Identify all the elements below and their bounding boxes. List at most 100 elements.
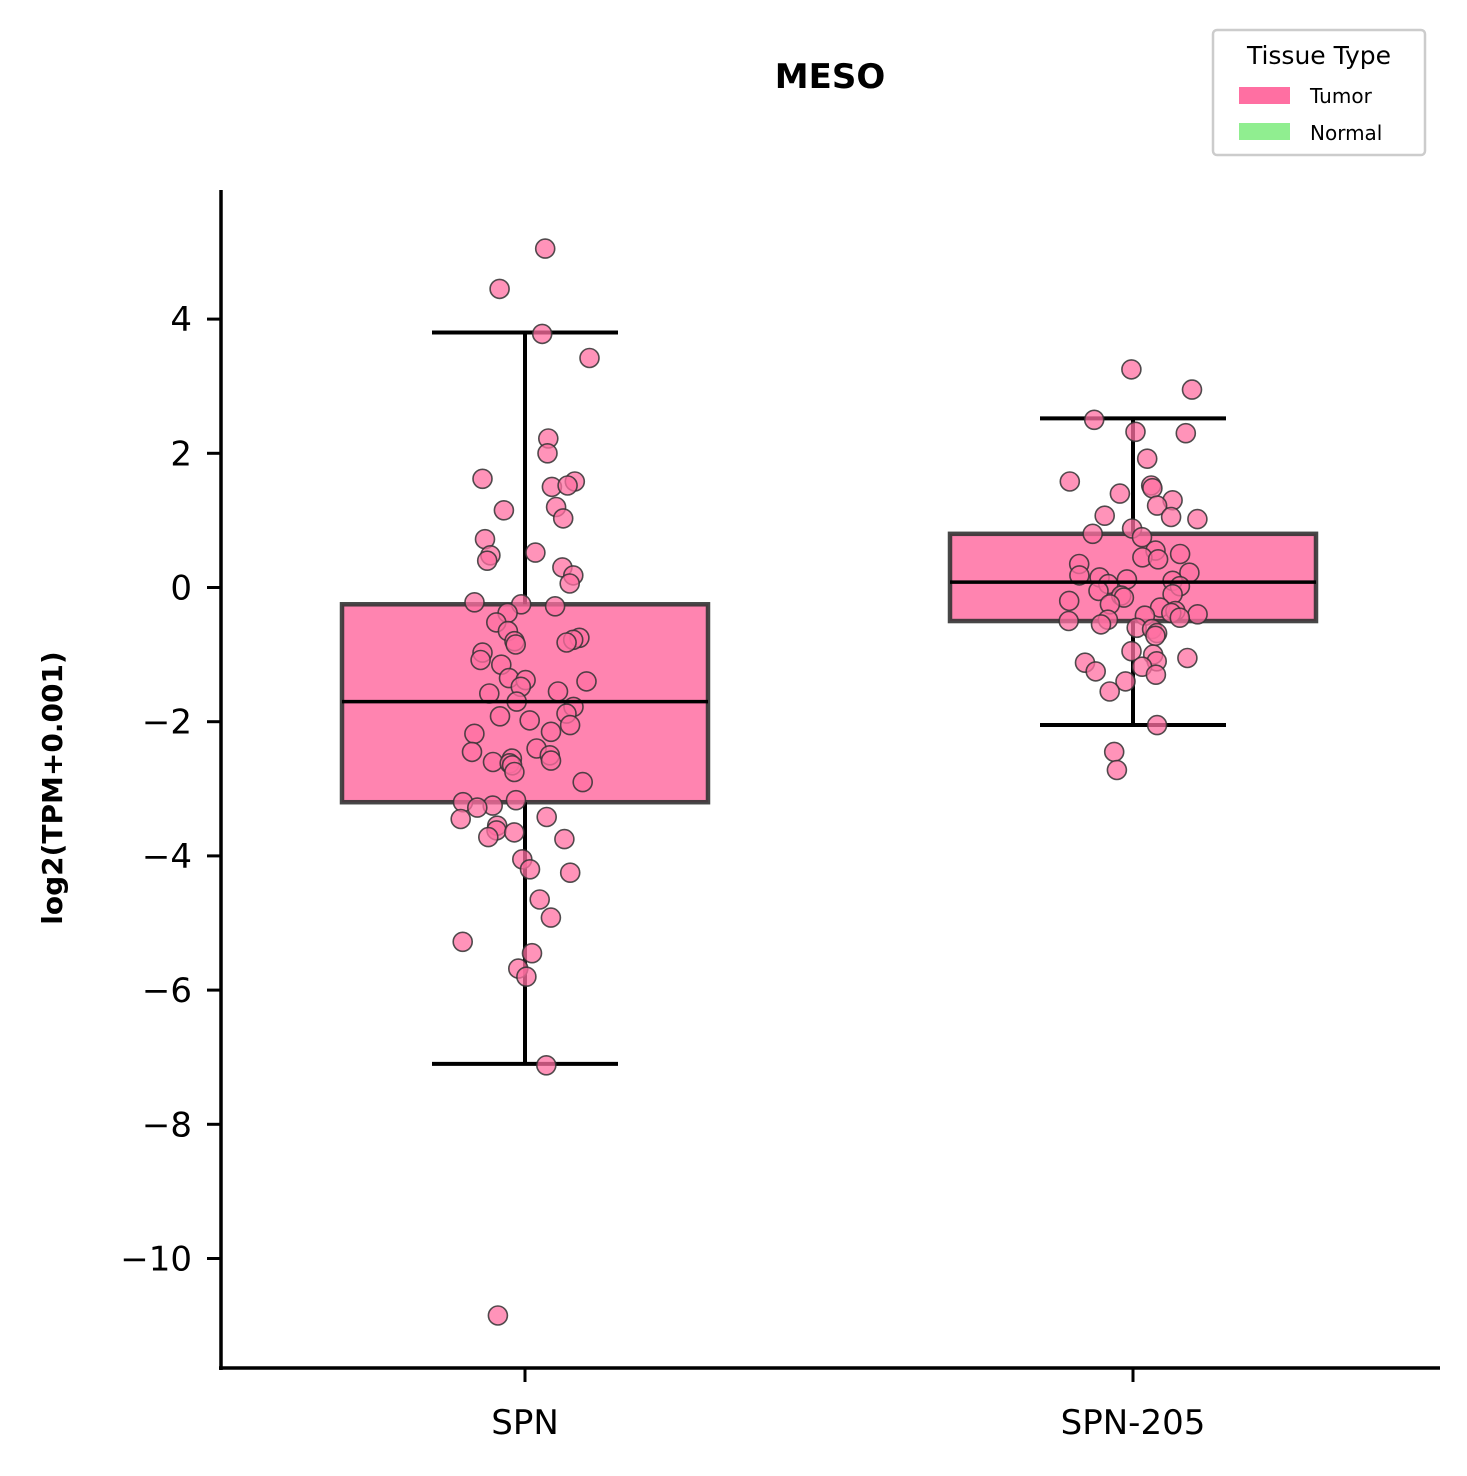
- data-point: [1069, 565, 1090, 586]
- legend-title: Tissue Type: [1246, 41, 1391, 70]
- data-point: [1169, 607, 1191, 629]
- y-tick-label: −8: [142, 1105, 192, 1145]
- points-spn-205: [1058, 359, 1208, 781]
- y-axis-label: log2(TPM+0.001): [36, 651, 69, 924]
- data-point: [525, 542, 546, 563]
- x-axis-ticks: SPN SPN-205: [491, 1368, 1205, 1443]
- data-point: [503, 822, 525, 843]
- data-point: [1145, 625, 1166, 647]
- data-point: [559, 573, 581, 594]
- data-point: [1085, 661, 1106, 682]
- data-point: [559, 862, 581, 884]
- data-point: [1187, 508, 1208, 530]
- y-axis-ticks: 4 2 0 −2 −4 −6 −8 −10: [120, 300, 221, 1280]
- chart-title: MESO: [775, 57, 885, 97]
- data-point: [1121, 359, 1142, 380]
- data-point: [505, 634, 527, 655]
- data-point: [1131, 526, 1153, 548]
- data-point: [576, 671, 597, 692]
- data-point: [464, 723, 485, 745]
- y-tick-label: −6: [142, 971, 192, 1011]
- data-point: [1187, 603, 1208, 625]
- data-point: [529, 889, 551, 910]
- data-point: [519, 858, 541, 880]
- data-point: [493, 499, 515, 521]
- y-tick-label: −4: [142, 837, 192, 877]
- data-point: [1083, 409, 1105, 431]
- data-point: [540, 721, 562, 743]
- data-point: [1099, 681, 1120, 702]
- legend-swatch-tumor: [1239, 87, 1290, 104]
- data-point: [554, 828, 575, 850]
- data-point: [1145, 664, 1167, 686]
- data-point: [1059, 471, 1081, 492]
- data-point: [1181, 379, 1203, 400]
- data-point: [557, 475, 578, 496]
- y-tick-label: 0: [170, 569, 192, 609]
- data-point: [470, 649, 491, 671]
- data-point: [544, 595, 566, 617]
- data-point: [461, 741, 483, 763]
- legend: Tissue Type Tumor Normal: [1211, 28, 1427, 157]
- data-point: [521, 942, 543, 964]
- data-point: [1115, 671, 1136, 692]
- data-point: [540, 750, 562, 771]
- data-point: [1094, 505, 1115, 527]
- plot-area: [339, 238, 1319, 1326]
- data-point: [552, 508, 574, 529]
- data-point: [476, 550, 498, 572]
- data-point: [489, 705, 511, 727]
- data-point: [559, 714, 581, 736]
- legend-label-normal: Normal: [1310, 121, 1382, 145]
- y-tick-label: 4: [170, 300, 192, 340]
- data-point: [1121, 640, 1142, 662]
- data-point: [1177, 647, 1198, 669]
- data-point: [487, 1305, 509, 1326]
- y-tick-label: −10: [120, 1240, 192, 1280]
- y-tick-label: 2: [170, 434, 192, 474]
- data-point: [540, 907, 562, 928]
- data-point: [464, 591, 485, 613]
- data-point: [477, 826, 499, 848]
- data-point: [505, 789, 527, 811]
- data-point: [556, 632, 577, 653]
- data-point: [531, 323, 553, 345]
- data-point: [1146, 714, 1168, 736]
- x-tick-label: SPN-205: [1061, 1403, 1206, 1443]
- data-point: [1082, 523, 1103, 545]
- data-point: [579, 347, 600, 369]
- data-point: [452, 931, 474, 953]
- data-point: [536, 806, 558, 828]
- data-point: [547, 681, 569, 702]
- points-spn: [450, 238, 600, 1326]
- data-point: [516, 966, 537, 988]
- data-point: [1142, 477, 1163, 499]
- legend-swatch-normal: [1239, 123, 1290, 140]
- data-point: [1090, 614, 1112, 635]
- data-point: [1058, 590, 1080, 612]
- data-point: [1058, 610, 1079, 632]
- data-point: [466, 797, 488, 818]
- data-point: [537, 442, 558, 464]
- data-point: [1147, 548, 1169, 570]
- data-point: [504, 761, 525, 783]
- data-point: [489, 278, 510, 300]
- y-tick-label: −2: [142, 703, 192, 743]
- data-point: [450, 808, 472, 830]
- data-point: [1136, 448, 1158, 470]
- data-point: [1125, 421, 1146, 443]
- data-point: [1160, 506, 1182, 528]
- data-point: [519, 710, 541, 731]
- data-point: [1103, 741, 1125, 763]
- data-point: [535, 1055, 557, 1076]
- data-point: [472, 468, 493, 490]
- data-point: [1106, 759, 1128, 781]
- data-point: [1146, 495, 1168, 516]
- data-point: [534, 238, 556, 259]
- data-point: [1175, 422, 1197, 444]
- data-point: [1169, 543, 1191, 565]
- x-tick-label: SPN: [491, 1403, 559, 1443]
- data-point: [572, 771, 594, 793]
- data-point: [1109, 483, 1131, 504]
